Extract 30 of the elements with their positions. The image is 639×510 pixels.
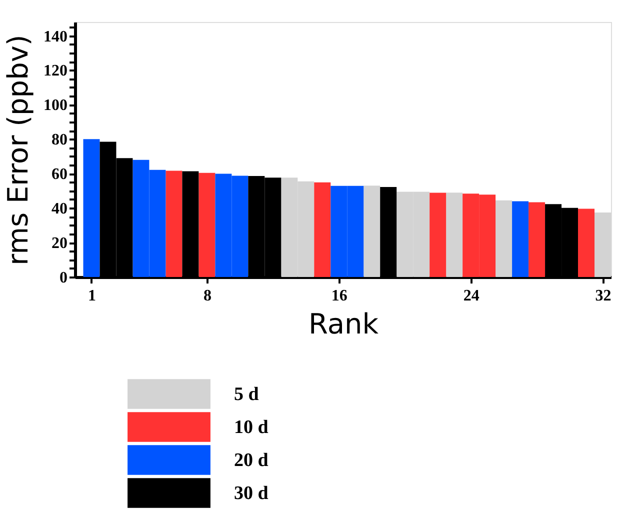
bar (512, 201, 529, 277)
legend-label: 30 d (234, 483, 269, 504)
bar (528, 202, 546, 277)
bar (446, 192, 463, 277)
y-tick-label: 40 (52, 200, 68, 218)
y-axis-title: rms Error (ppbv) (2, 34, 34, 266)
y-tick-label: 100 (44, 97, 68, 114)
bar (83, 139, 100, 277)
bar (198, 172, 216, 277)
x-tick-label: 32 (595, 288, 612, 304)
bar (496, 200, 512, 277)
bar (578, 208, 595, 277)
legend-label: 20 d (234, 450, 269, 471)
bar (364, 186, 380, 277)
bar (430, 192, 446, 277)
y-tick-label: 60 (52, 166, 68, 184)
legend-label: 5 d (234, 384, 260, 405)
x-tick-label: 8 (203, 288, 212, 304)
bar (314, 182, 331, 277)
legend-label: 10 d (234, 417, 269, 438)
x-tick-label: 1 (88, 288, 96, 304)
y-tick-label: 120 (44, 62, 68, 80)
y-tick-label: 80 (52, 132, 68, 149)
bar (166, 170, 182, 277)
y-tick-label: 140 (44, 28, 68, 46)
x-axis-title: Rank (308, 308, 380, 340)
x-tick-label: 24 (463, 288, 480, 304)
y-tick-label: 0 (60, 270, 68, 286)
y-tick-label: 20 (52, 235, 68, 252)
x-tick-label: 16 (331, 288, 348, 304)
